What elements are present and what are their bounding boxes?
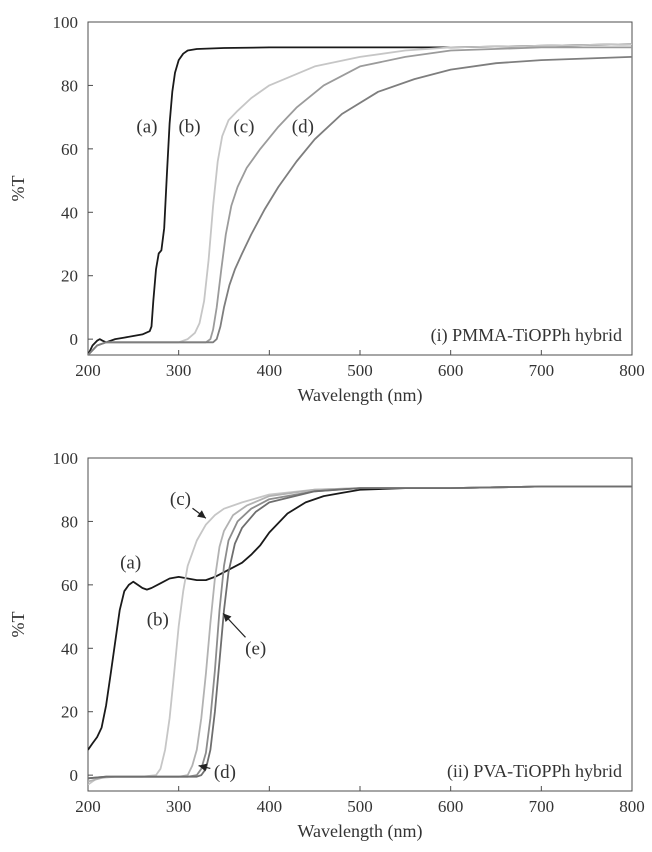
y-tick-label: 20 [61,703,78,722]
curve-label-c: (c) [170,489,191,510]
curve-label-b: (b) [147,610,169,631]
curve-label-d: (d) [292,117,314,138]
curve-label-c: (c) [233,117,254,138]
x-tick-label: 300 [166,797,192,816]
y-tick-label: 80 [61,76,78,95]
series-line-pva-b [88,485,632,786]
y-tick-label: 40 [61,203,78,222]
curve-label-b: (b) [178,117,200,138]
y-tick-label: 40 [61,639,78,658]
series-line-pmma-a [88,43,632,355]
y-tick-label: 20 [61,267,78,286]
y-tick-label: 0 [70,330,79,349]
y-tick-label: 80 [61,512,78,531]
chart-panel-pmma: 200 300 400 500 600 700 800 0 20 40 60 80 100 Wavelen… [8,13,645,406]
x-tick-label: 700 [529,797,555,816]
curve-label-a: (a) [136,117,157,138]
annotation-arrow-head [223,613,232,622]
y-tick-label: 100 [53,449,79,468]
x-tick-label: 400 [257,361,283,380]
y-tick-label: 100 [53,13,79,32]
x-tick-label: 400 [257,797,283,816]
panel-label: (ii) PVA-TiOPPh hybrid [447,761,622,782]
x-tick-label: 500 [347,797,373,816]
series-line-pva-e [88,485,632,780]
series-line-pva-d [88,485,632,780]
curve-label-e: (e) [245,638,266,659]
series-line-pva-c [88,485,632,783]
x-tick-label: 200 [75,797,101,816]
curve-label-a: (a) [120,553,141,574]
curve-label-d: (d) [214,762,236,783]
x-tick-label: 700 [529,361,555,380]
y-axis-label: %T [8,176,28,202]
x-tick-label: 600 [438,361,464,380]
plot-frame [87,21,633,356]
panel-label: (i) PMMA-TiOPPh hybrid [431,325,622,346]
y-tick-label: 0 [70,766,79,785]
x-tick-label: 800 [619,797,645,816]
annotation-arrow-head [198,763,208,772]
series-line-pmma-b [88,43,632,355]
x-tick-label: 300 [166,361,192,380]
series-line-pva-a [88,485,632,751]
x-axis-label: Wavelength (nm) [297,385,422,406]
y-axis-label: %T [8,612,28,638]
y-tick-label: 60 [61,576,78,595]
series-line-pmma-d [88,56,632,355]
annotation-arrow-head [197,510,206,519]
x-tick-label: 200 [75,361,101,380]
x-tick-label: 600 [438,797,464,816]
chart-panel-pva: 200 300 400 500 600 700 800 0 20 40 60 80 100 Wavelen… [8,449,645,842]
x-axis-label: Wavelength (nm) [297,821,422,842]
y-tick-label: 60 [61,140,78,159]
x-tick-label: 800 [619,361,645,380]
x-tick-label: 500 [347,361,373,380]
series-line-pmma-c [88,46,632,355]
